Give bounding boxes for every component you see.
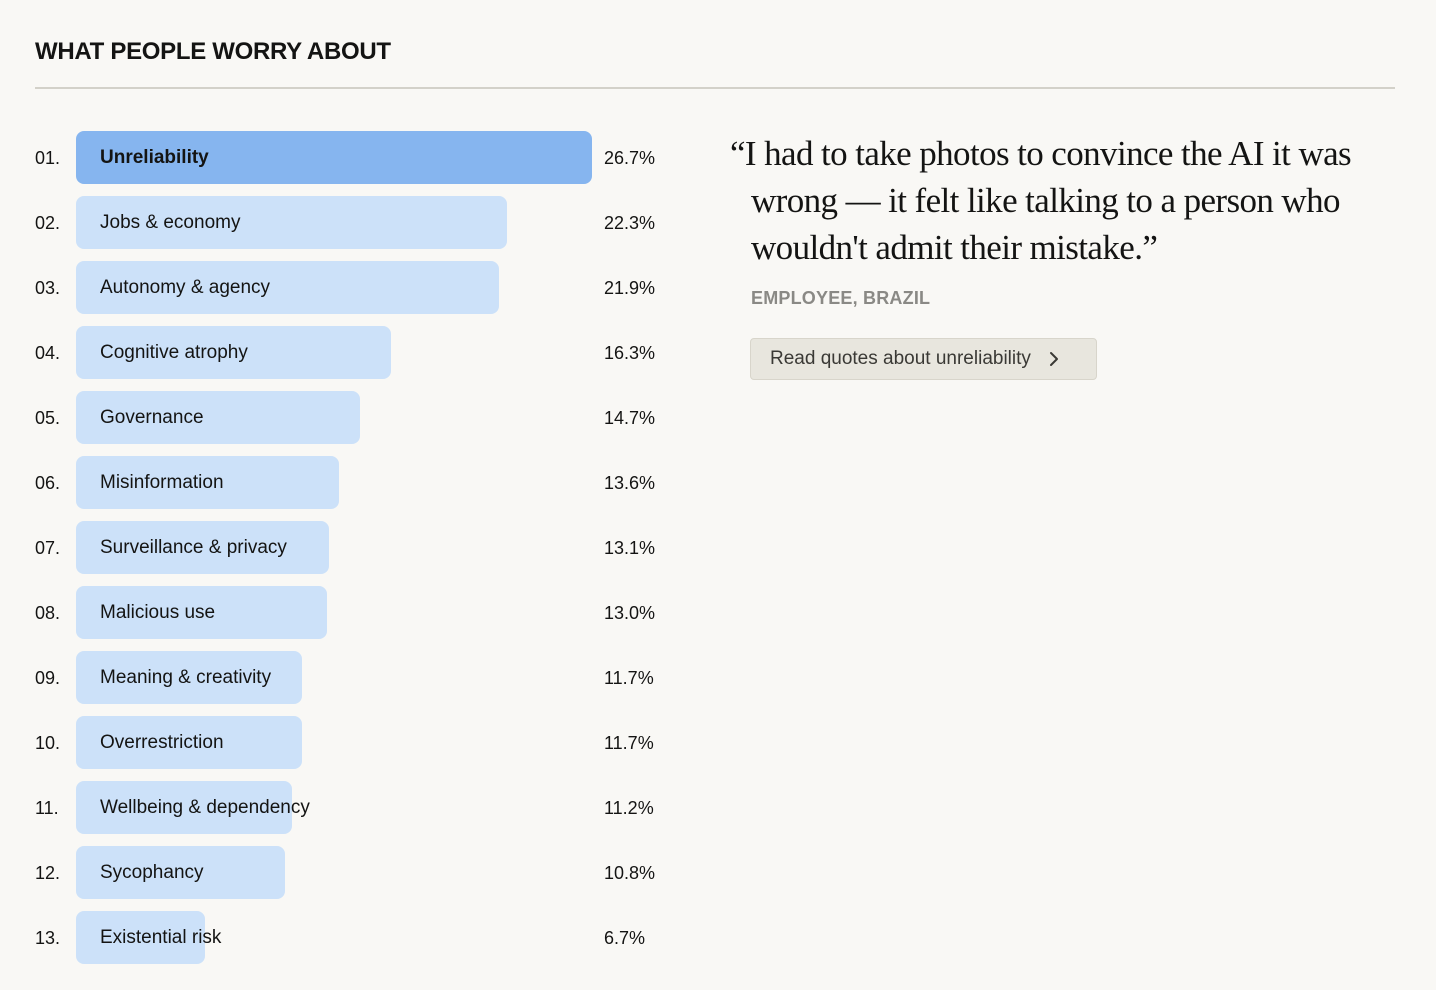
bar[interactable] bbox=[76, 456, 339, 509]
divider bbox=[35, 87, 1395, 89]
bar-row[interactable]: 06. Misinformation 13.6% bbox=[0, 456, 700, 510]
bar[interactable] bbox=[76, 911, 205, 964]
bar-value-label: 11.2% bbox=[604, 798, 654, 818]
bar-rank: 09. bbox=[35, 668, 61, 688]
bar-value-label: 22.3% bbox=[604, 213, 656, 233]
bar[interactable] bbox=[76, 326, 391, 379]
worry-bar-chart: 01. Unreliability 26.7% 02. Jobs & economy 22… bbox=[0, 0, 700, 990]
bar[interactable] bbox=[76, 651, 302, 704]
bar-value-label: 11.7% bbox=[604, 733, 654, 753]
bar-label: Meaning & creativity bbox=[100, 667, 272, 688]
bar-value-label: 6.7% bbox=[604, 928, 646, 948]
bar-rank: 01. bbox=[35, 148, 61, 168]
bar-label: Malicious use bbox=[100, 602, 216, 623]
bar-rank: 06. bbox=[35, 473, 61, 493]
bar-row[interactable]: 09. Meaning & creativity 11.7% bbox=[0, 651, 700, 705]
bar[interactable] bbox=[76, 391, 360, 444]
bar-value-label: 13.6% bbox=[604, 473, 656, 493]
bar-row[interactable]: 02. Jobs & economy 22.3% bbox=[0, 196, 700, 250]
bar-row[interactable]: 07. Surveillance & privacy 13.1% bbox=[0, 521, 700, 575]
bar[interactable] bbox=[76, 586, 327, 639]
bar-value-label: 13.0% bbox=[604, 603, 656, 623]
bar-value-label: 11.7% bbox=[604, 668, 654, 688]
chevron-right-icon bbox=[1049, 352, 1058, 366]
bar-label: Autonomy & agency bbox=[100, 277, 271, 298]
bar-value-label: 16.3% bbox=[604, 343, 656, 363]
bar-value-label: 14.7% bbox=[604, 408, 656, 428]
bar-rank: 03. bbox=[35, 278, 61, 298]
bar-row[interactable]: 04. Cognitive atrophy 16.3% bbox=[0, 326, 700, 380]
bar-label: Jobs & economy bbox=[100, 212, 241, 233]
bar-label: Cognitive atrophy bbox=[100, 342, 248, 363]
bar-value-label: 10.8% bbox=[604, 863, 656, 883]
bar-row[interactable]: 11. Wellbeing & dependency 11.2% bbox=[0, 781, 700, 835]
bar-rank: 10. bbox=[35, 733, 61, 753]
bar-value-label: 26.7% bbox=[604, 148, 656, 168]
bar-label: Unreliability bbox=[100, 147, 209, 168]
bar-rank: 12. bbox=[35, 863, 61, 883]
bar-row[interactable]: 01. Unreliability 26.7% bbox=[0, 131, 700, 185]
bar-rank: 04. bbox=[35, 343, 61, 363]
bar-label: Wellbeing & dependency bbox=[100, 797, 310, 818]
bar-row[interactable]: 03. Autonomy & agency 21.9% bbox=[0, 261, 700, 315]
bar-rank: 05. bbox=[35, 408, 61, 428]
bar-label: Overrestriction bbox=[100, 732, 224, 753]
bar-row[interactable]: 05. Governance 14.7% bbox=[0, 391, 700, 445]
quote-attribution: EMPLOYEE, BRAZIL bbox=[751, 288, 931, 308]
bar[interactable] bbox=[76, 131, 592, 184]
bar-label: Surveillance & privacy bbox=[100, 537, 287, 558]
bar-row[interactable]: 12. Sycophancy 10.8% bbox=[0, 846, 700, 900]
bar-row[interactable]: 10. Overrestriction 11.7% bbox=[0, 716, 700, 770]
read-quotes-label: Read quotes about unreliability bbox=[770, 348, 1031, 369]
bar[interactable] bbox=[76, 521, 329, 574]
bar-row[interactable]: 13. Existential risk 6.7% bbox=[0, 911, 700, 965]
section-title: WHAT PEOPLE WORRY ABOUT bbox=[35, 38, 391, 65]
bar-row[interactable]: 08. Malicious use 13.0% bbox=[0, 586, 700, 640]
featured-quote: “I had to take photos to convince the AI… bbox=[730, 134, 1352, 267]
bar-value-label: 21.9% bbox=[604, 278, 656, 298]
bar-label: Misinformation bbox=[100, 472, 224, 493]
bar-label: Existential risk bbox=[100, 927, 222, 948]
read-quotes-button[interactable]: Read quotes about unreliability bbox=[750, 338, 1097, 380]
bar-rank: 13. bbox=[35, 928, 61, 948]
bar[interactable] bbox=[76, 781, 292, 834]
bar-value-label: 13.1% bbox=[604, 538, 656, 558]
bar-label: Sycophancy bbox=[100, 862, 204, 883]
bar-rank: 07. bbox=[35, 538, 61, 558]
bar-rank: 02. bbox=[35, 213, 61, 233]
bar[interactable] bbox=[76, 196, 507, 249]
bar[interactable] bbox=[76, 261, 499, 314]
bar-rank: 11. bbox=[35, 798, 59, 818]
bar-rank: 08. bbox=[35, 603, 61, 623]
bar[interactable] bbox=[76, 846, 285, 899]
bar[interactable] bbox=[76, 716, 302, 769]
bar-label: Governance bbox=[100, 407, 204, 428]
